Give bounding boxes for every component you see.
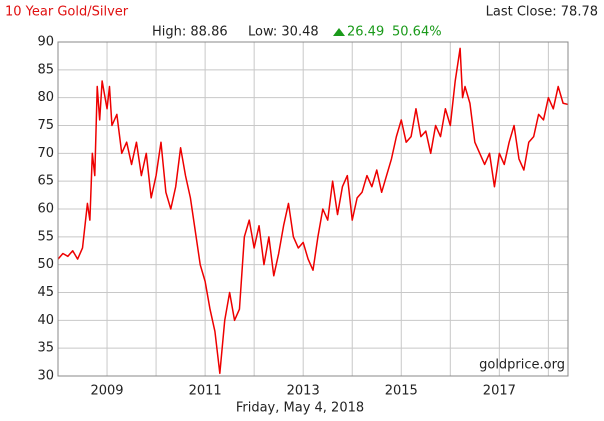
y-tick-label: 55	[37, 229, 54, 244]
y-tick-label: 35	[37, 341, 54, 356]
chart-title: 10 Year Gold/Silver	[5, 5, 129, 20]
change-percent: 50.64%	[392, 25, 442, 40]
high-value: High: 88.86	[152, 25, 228, 40]
y-tick-label: 75	[37, 118, 54, 133]
x-tick-label: 2015	[385, 384, 418, 399]
last-close: Last Close: 78.78	[486, 5, 598, 20]
y-tick-label: 70	[37, 146, 54, 161]
x-tick-label: 2013	[287, 384, 320, 399]
x-tick-label: 2017	[483, 384, 516, 399]
x-tick-label: 2009	[90, 384, 123, 399]
plot-area: 30 35 40 45 50 55 60 65 70 75 80 85 90 2009 2011 2013 20…	[37, 35, 569, 399]
y-tick-label: 45	[37, 285, 54, 300]
date-label: Friday, May 4, 2018	[236, 401, 364, 416]
y-tick-label: 60	[37, 202, 54, 217]
data-line	[57, 47, 569, 375]
x-tick-label: 2011	[189, 384, 222, 399]
y-tick-label: 40	[37, 313, 54, 328]
y-tick-label: 90	[37, 35, 54, 50]
source-label: goldprice.org	[479, 358, 565, 373]
y-tick-label: 50	[37, 257, 54, 272]
up-arrow	[333, 28, 345, 36]
low-value: Low: 30.48	[248, 25, 319, 40]
plot-frame	[57, 41, 569, 377]
y-tick-label: 80	[37, 90, 54, 105]
change-value: 26.49	[347, 25, 384, 40]
y-tick-label: 30	[37, 369, 54, 384]
y-tick-label: 85	[37, 62, 54, 77]
y-tick-label: 65	[37, 174, 54, 189]
